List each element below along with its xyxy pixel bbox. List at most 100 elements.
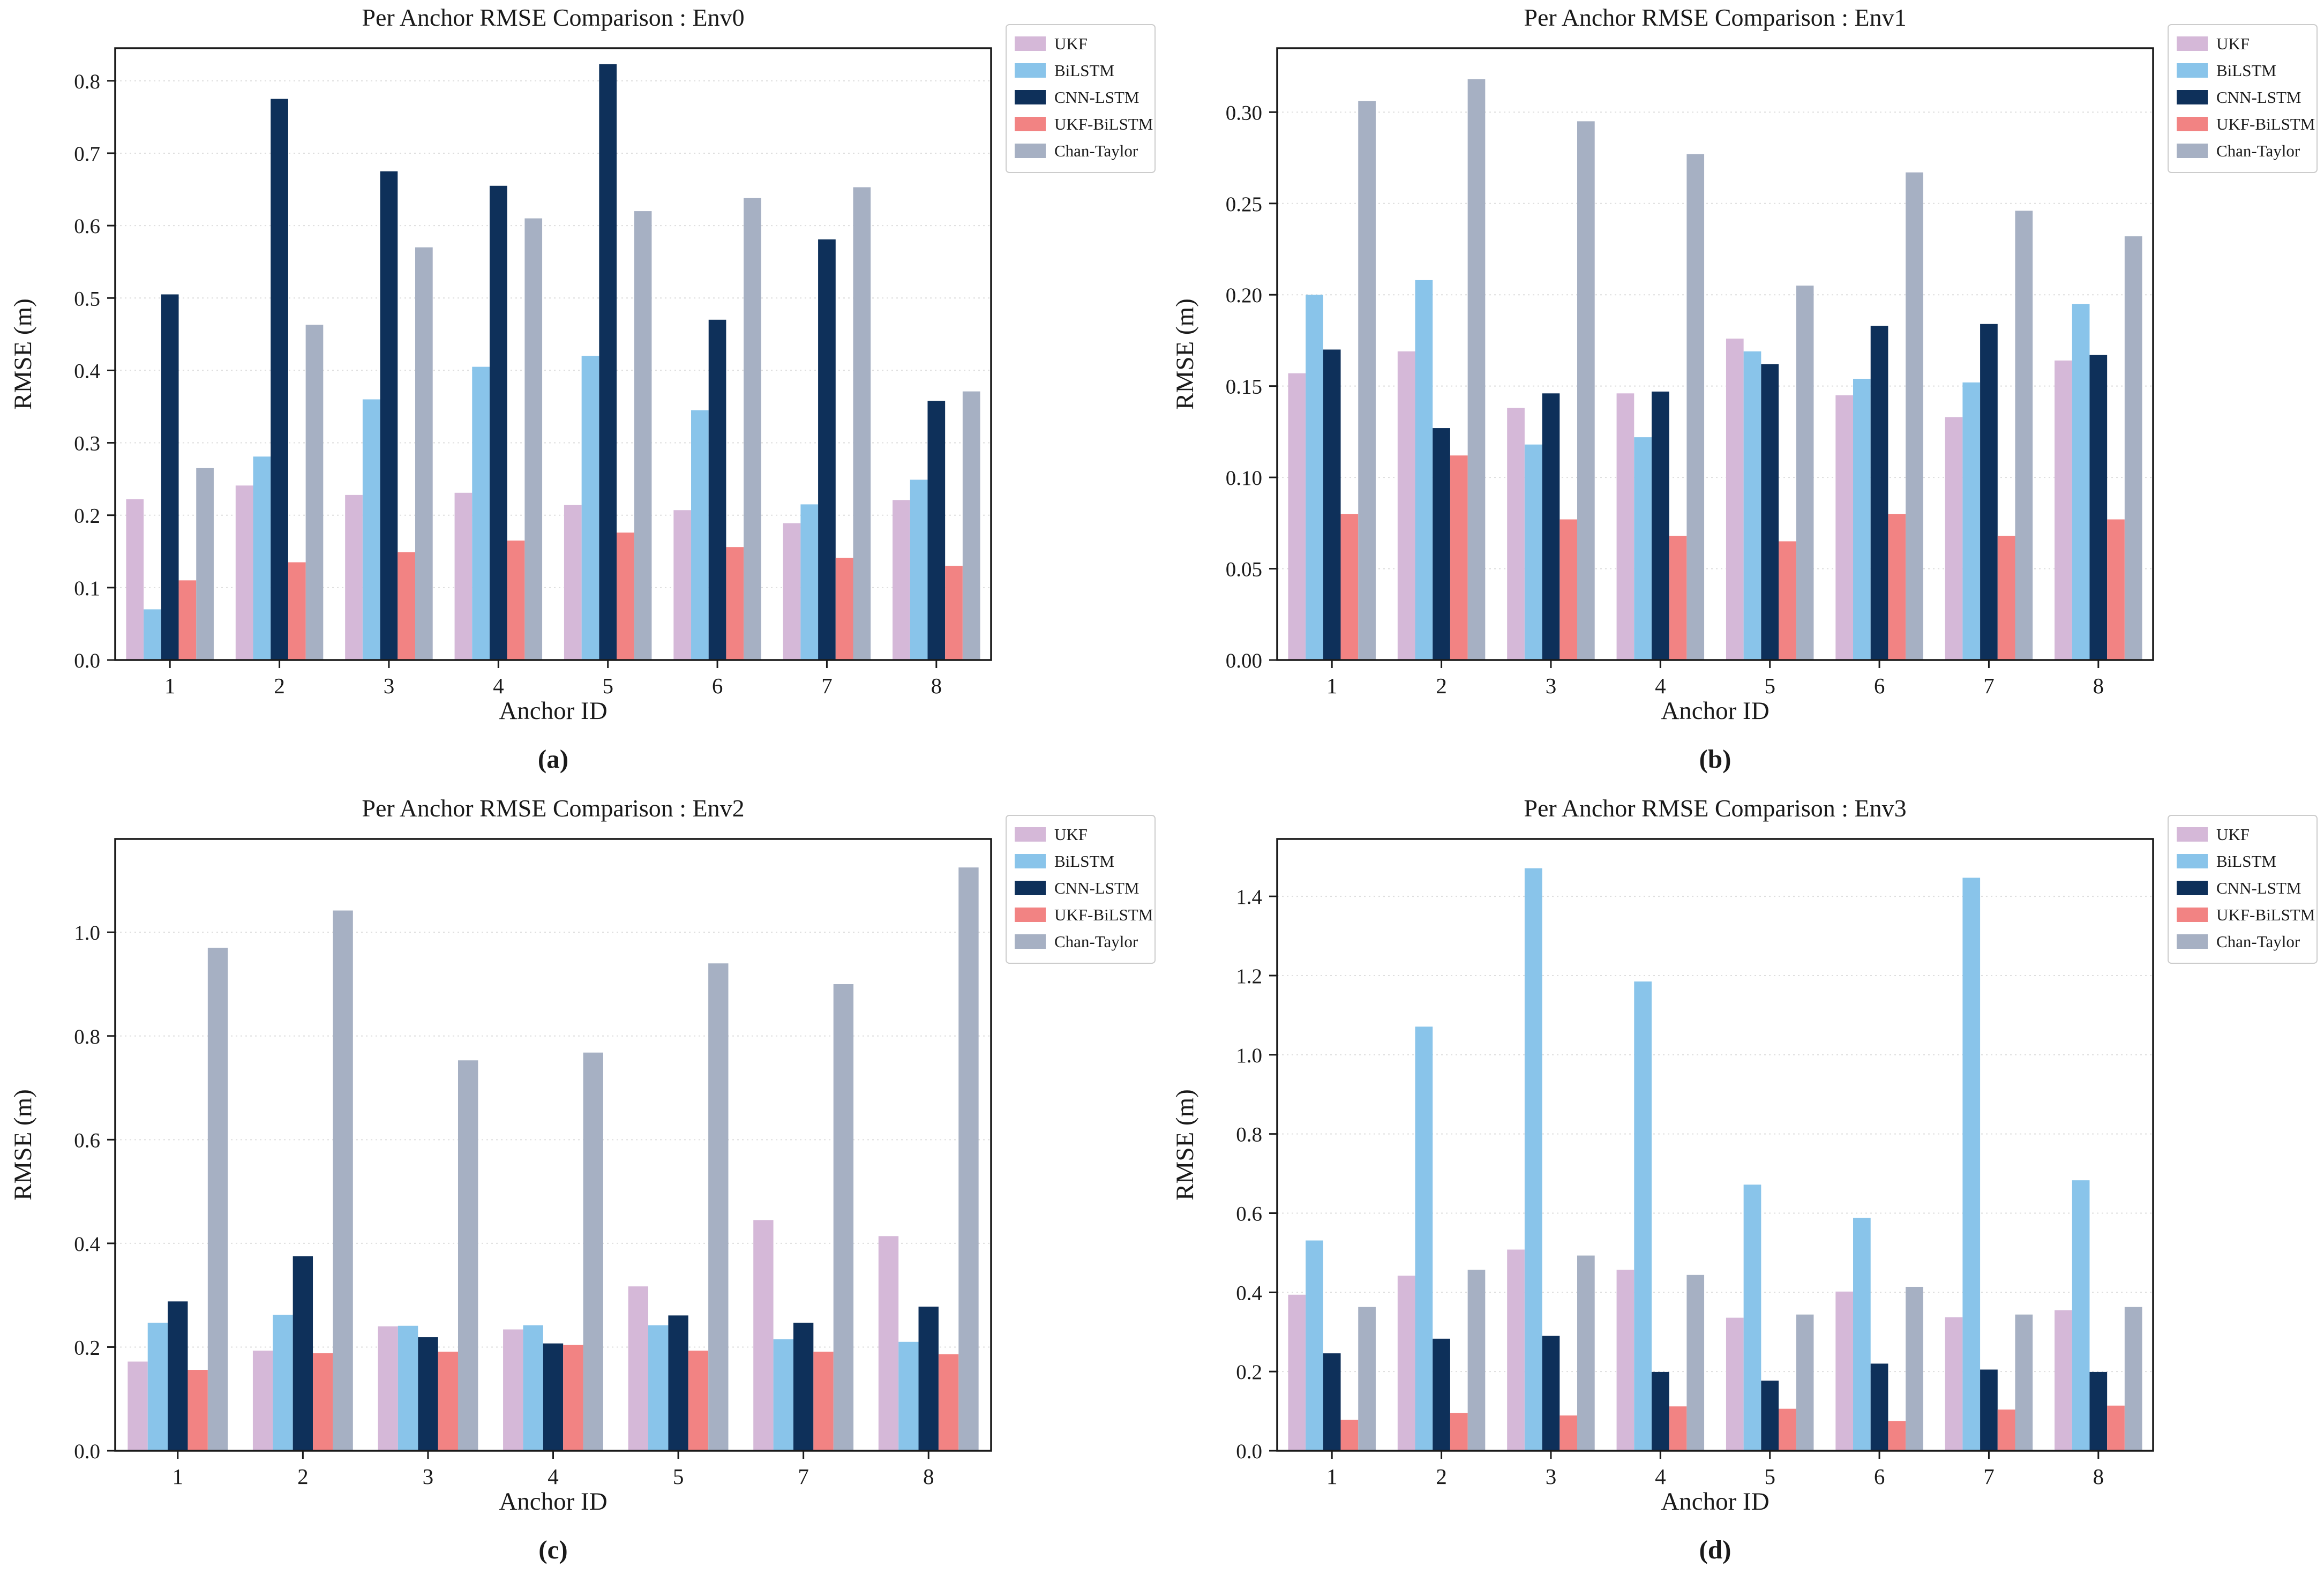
- bar-Chan-Taylor-anchor-6: [744, 198, 761, 660]
- bar-BiLSTM-anchor-7: [1962, 382, 1981, 660]
- bar-CNN-LSTM-anchor-4: [1651, 1371, 1669, 1451]
- axes-box: [114, 47, 992, 661]
- subplot-caption-a: (a): [537, 744, 569, 774]
- legend-label-Chan-Taylor: Chan-Taylor: [1054, 141, 1138, 160]
- bar-BiLSTM-anchor-2: [253, 456, 271, 660]
- bar-UKF-BiLSTM-anchor-1: [178, 580, 197, 660]
- bar-UKF-BiLSTM-anchor-8: [2107, 519, 2125, 660]
- bar-CNN-LSTM-anchor-2: [271, 99, 288, 661]
- x-axis-ticks: 1 2 3 4 5 6 7 8: [1326, 660, 2104, 698]
- bar-BiLSTM-anchor-6: [1853, 379, 1871, 660]
- x-tick-label-anchor-4: 4: [1655, 1464, 1666, 1489]
- bar-CNN-LSTM-anchor-7: [793, 1322, 814, 1451]
- y-tick-label: 0.2: [1236, 1361, 1262, 1384]
- legend-label-CNN-LSTM: CNN-LSTM: [2216, 879, 2301, 897]
- gridlines: [115, 932, 991, 1348]
- bar-BiLSTM-anchor-2: [273, 1315, 293, 1451]
- bar-UKF-BiLSTM-anchor-8: [945, 566, 963, 660]
- bar-UKF-BiLSTM-anchor-7: [1997, 536, 2015, 660]
- bar-BiLSTM-anchor-3: [362, 399, 380, 660]
- bar-BiLSTM-anchor-8: [2072, 1180, 2090, 1451]
- bar-UKF-anchor-7: [1945, 1317, 1963, 1451]
- bar-BiLSTM-anchor-1: [1306, 295, 1323, 660]
- legend-swatch-CNN-LSTM: [1015, 881, 1046, 895]
- bar-CNN-LSTM-anchor-3: [380, 171, 398, 660]
- legend-box: [1006, 815, 1156, 964]
- x-tick-label-anchor-3: 3: [384, 673, 395, 698]
- bars: [1288, 868, 2142, 1451]
- chart-svg-env1: 0.00 0.05 0.10 0.15 0.20 0.25 0.30 1 2 3 4 5 6 7 8 UKF B…: [1226, 24, 2318, 698]
- bar-Chan-Taylor-anchor-3: [415, 247, 433, 660]
- y-tick-label: 0.2: [74, 1336, 100, 1359]
- bar-UKF-anchor-8: [2055, 1310, 2072, 1451]
- bar-Chan-Taylor-anchor-8: [2124, 1307, 2142, 1451]
- x-tick-label-anchor-4: 4: [548, 1464, 559, 1489]
- bar-Chan-Taylor-anchor-7: [853, 187, 871, 660]
- bar-Chan-Taylor-anchor-7: [2015, 211, 2033, 661]
- bar-Chan-Taylor-anchor-1: [1358, 1307, 1376, 1451]
- chart-svg-env0: 0.0 0.1 0.2 0.3 0.4 0.5 0.6 0.7 0.8 1 2 3 4 5 6 7 8 UKF Bi…: [74, 24, 1156, 698]
- bar-CNN-LSTM-anchor-8: [2089, 1371, 2108, 1451]
- bar-UKF-BiLSTM-anchor-3: [398, 552, 415, 660]
- bar-Chan-Taylor-anchor-8: [958, 867, 979, 1451]
- bar-BiLSTM-anchor-5: [648, 1325, 669, 1451]
- bar-BiLSTM-anchor-1: [1306, 1240, 1323, 1451]
- bar-UKF-anchor-3: [378, 1326, 398, 1451]
- y-tick-label: 0.7: [74, 143, 100, 166]
- bar-UKF-anchor-8: [893, 500, 910, 660]
- bar-BiLSTM-anchor-7: [800, 504, 819, 660]
- bar-BiLSTM-anchor-4: [523, 1325, 543, 1451]
- y-tick-label: 0.2: [74, 505, 100, 528]
- bar-Chan-Taylor-anchor-7: [833, 984, 854, 1451]
- bar-UKF-BiLSTM-anchor-2: [1450, 455, 1468, 660]
- legend-swatch-BiLSTM: [1015, 854, 1046, 868]
- bar-BiLSTM-anchor-7: [1962, 878, 1981, 1451]
- bar-Chan-Taylor-anchor-1: [207, 948, 228, 1451]
- bar-Chan-Taylor-anchor-2: [305, 325, 324, 660]
- bar-BiLSTM-anchor-3: [398, 1325, 418, 1451]
- bar-Chan-Taylor-anchor-1: [1358, 101, 1376, 660]
- bar-BiLSTM-anchor-7: [773, 1339, 793, 1451]
- bar-UKF-anchor-3: [1507, 1249, 1525, 1451]
- y-axis-ticks: 0.0 0.1 0.2 0.3 0.4 0.5 0.6 0.7 0.8: [74, 70, 115, 672]
- bar-UKF-anchor-1: [1288, 373, 1306, 660]
- bar-BiLSTM-anchor-5: [1743, 1184, 1761, 1451]
- x-tick-label-anchor-4: 4: [1655, 673, 1666, 698]
- y-axis-ticks: 0.00 0.05 0.10 0.15 0.20 0.25 0.30: [1226, 101, 1277, 672]
- bar-CNN-LSTM-anchor-3: [1542, 1336, 1560, 1451]
- bar-UKF-anchor-5: [628, 1286, 649, 1451]
- bar-Chan-Taylor-anchor-6: [1906, 1286, 1923, 1451]
- x-tick-label-anchor-6: 6: [712, 673, 723, 698]
- x-axis-label-env0: Anchor ID: [499, 697, 608, 725]
- legend-label-UKF-BiLSTM: UKF-BiLSTM: [2216, 115, 2315, 133]
- legend-label-BiLSTM: BiLSTM: [2216, 61, 2276, 80]
- y-tick-label: 1.2: [1236, 965, 1262, 988]
- x-tick-label-anchor-3: 3: [1546, 1464, 1557, 1489]
- x-tick-label-anchor-8: 8: [931, 673, 942, 698]
- y-tick-label: 0.6: [74, 1129, 100, 1152]
- bar-UKF-BiLSTM-anchor-1: [188, 1370, 208, 1451]
- bar-UKF-BiLSTM-anchor-4: [1669, 536, 1687, 660]
- chart-panel-env2: Per Anchor RMSE Comparison : Env2 RMSE (…: [0, 791, 1162, 1582]
- bar-UKF-anchor-4: [1616, 393, 1635, 660]
- bar-BiLSTM-anchor-3: [1524, 868, 1542, 1451]
- legend-swatch-UKF-BiLSTM: [2177, 117, 2208, 131]
- legend-label-Chan-Taylor: Chan-Taylor: [1054, 932, 1138, 951]
- y-tick-label: 0.0: [74, 649, 100, 672]
- legend: UKF BiLSTM CNN-LSTM UKF-BiLSTM Chan-Taylor: [2168, 815, 2318, 964]
- bar-Chan-Taylor-anchor-5: [634, 211, 652, 660]
- axes-box: [114, 838, 992, 1452]
- legend-box: [1006, 24, 1156, 173]
- bar-UKF-anchor-8: [2055, 360, 2072, 660]
- legend-swatch-BiLSTM: [2177, 854, 2208, 868]
- legend-swatch-UKF: [2177, 36, 2208, 51]
- bar-Chan-Taylor-anchor-8: [962, 391, 980, 660]
- bar-CNN-LSTM-anchor-2: [1433, 428, 1450, 660]
- bar-BiLSTM-anchor-1: [147, 1322, 168, 1451]
- bar-CNN-LSTM-anchor-8: [918, 1306, 939, 1451]
- bar-Chan-Taylor-anchor-8: [2124, 236, 2142, 660]
- legend-box: [2168, 815, 2318, 964]
- bar-UKF-BiLSTM-anchor-2: [288, 562, 306, 660]
- bar-UKF-anchor-5: [564, 505, 582, 660]
